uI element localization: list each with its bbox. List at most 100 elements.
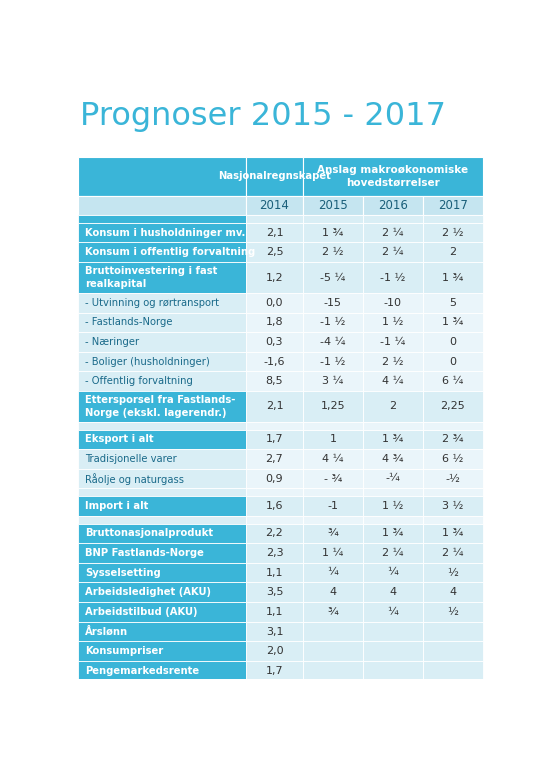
Bar xyxy=(303,430,363,449)
Bar xyxy=(363,563,423,582)
Bar xyxy=(246,223,303,243)
Text: -10: -10 xyxy=(384,298,402,307)
Text: 6 ¼: 6 ¼ xyxy=(443,376,464,386)
Bar xyxy=(423,430,483,449)
Text: 1 ¾: 1 ¾ xyxy=(322,227,344,237)
Text: 2,1: 2,1 xyxy=(266,227,283,237)
Text: -5 ¼: -5 ¼ xyxy=(320,272,346,282)
Bar xyxy=(423,523,483,543)
Bar xyxy=(78,661,246,681)
Text: 1,1: 1,1 xyxy=(266,607,283,617)
Text: Prognoser 2015 - 2017: Prognoser 2015 - 2017 xyxy=(80,101,446,132)
Bar xyxy=(423,215,483,223)
Text: 1,7: 1,7 xyxy=(266,434,283,444)
Bar xyxy=(423,293,483,313)
Bar xyxy=(363,516,423,523)
Bar xyxy=(78,496,246,516)
Bar xyxy=(423,622,483,642)
Text: 2: 2 xyxy=(389,401,397,411)
Bar xyxy=(303,661,363,681)
Text: Konsum i husholdninger mv.: Konsum i husholdninger mv. xyxy=(85,227,246,237)
Bar xyxy=(423,488,483,496)
Text: ¼: ¼ xyxy=(387,607,398,617)
Bar xyxy=(78,468,246,488)
Text: -1,6: -1,6 xyxy=(264,356,285,367)
Bar xyxy=(303,543,363,563)
Text: Eksport i alt: Eksport i alt xyxy=(85,434,154,444)
Bar xyxy=(423,449,483,468)
Text: ½: ½ xyxy=(447,568,458,578)
Bar xyxy=(423,243,483,262)
Bar xyxy=(303,332,363,352)
Text: 4 ¼: 4 ¼ xyxy=(382,376,404,386)
Text: Konsum i offentlig forvaltning: Konsum i offentlig forvaltning xyxy=(85,247,255,257)
Bar xyxy=(246,332,303,352)
Bar xyxy=(78,243,246,262)
Bar xyxy=(303,488,363,496)
Bar xyxy=(303,195,363,215)
Text: ¾: ¾ xyxy=(328,528,338,539)
Bar xyxy=(246,372,303,391)
Bar xyxy=(246,543,303,563)
Text: ¼: ¼ xyxy=(328,568,338,578)
Bar xyxy=(303,223,363,243)
Text: 2016: 2016 xyxy=(378,199,408,212)
Text: 1 ¾: 1 ¾ xyxy=(443,317,464,327)
Bar xyxy=(303,563,363,582)
Text: 2,25: 2,25 xyxy=(440,401,465,411)
Bar xyxy=(363,622,423,642)
Text: Bruttonasjonalprodukt: Bruttonasjonalprodukt xyxy=(85,528,213,539)
Bar xyxy=(363,313,423,332)
Bar xyxy=(78,262,246,293)
Bar xyxy=(246,468,303,488)
Text: -1 ½: -1 ½ xyxy=(320,317,346,327)
Bar xyxy=(363,523,423,543)
Bar xyxy=(423,516,483,523)
Text: 6 ½: 6 ½ xyxy=(443,454,464,464)
Text: 2 ½: 2 ½ xyxy=(442,227,464,237)
Text: Arbeidstilbud (AKU): Arbeidstilbud (AKU) xyxy=(85,607,198,617)
Text: 2 ¼: 2 ¼ xyxy=(382,227,404,237)
Bar xyxy=(303,582,363,602)
Bar xyxy=(303,622,363,642)
Text: -4 ¼: -4 ¼ xyxy=(320,337,346,347)
Text: 2 ¼: 2 ¼ xyxy=(442,548,464,558)
Text: 2 ½: 2 ½ xyxy=(382,356,404,367)
Bar xyxy=(78,516,246,523)
Bar xyxy=(363,243,423,262)
Text: 2: 2 xyxy=(450,247,457,257)
Bar xyxy=(78,332,246,352)
Bar xyxy=(246,496,303,516)
Text: -½: -½ xyxy=(446,474,461,484)
Bar xyxy=(78,313,246,332)
Bar xyxy=(423,262,483,293)
Text: 4 ¼: 4 ¼ xyxy=(322,454,344,464)
Text: 0: 0 xyxy=(450,337,457,347)
Bar xyxy=(78,582,246,602)
Bar xyxy=(363,293,423,313)
Bar xyxy=(303,352,363,372)
Text: Årslønn: Årslønn xyxy=(85,626,129,637)
Bar xyxy=(78,422,246,430)
Bar xyxy=(303,391,363,422)
Text: 1 ¾: 1 ¾ xyxy=(443,272,464,282)
Text: 1 ½: 1 ½ xyxy=(382,317,404,327)
Text: 3 ½: 3 ½ xyxy=(443,501,464,511)
Text: Pengemarkedsrente: Pengemarkedsrente xyxy=(85,666,200,676)
Text: 1,8: 1,8 xyxy=(266,317,283,327)
Bar xyxy=(303,215,363,223)
Bar xyxy=(246,352,303,372)
Bar xyxy=(78,642,246,661)
Bar xyxy=(363,262,423,293)
Bar xyxy=(246,422,303,430)
Text: Nasjonalregnskapet: Nasjonalregnskapet xyxy=(218,171,331,182)
Text: Tradisjonelle varer: Tradisjonelle varer xyxy=(85,454,177,464)
Text: 1 ½: 1 ½ xyxy=(382,501,404,511)
Bar xyxy=(303,516,363,523)
Bar xyxy=(423,582,483,602)
Text: - Utvinning og rørtransport: - Utvinning og rørtransport xyxy=(85,298,219,307)
Text: 2,2: 2,2 xyxy=(266,528,283,539)
Bar xyxy=(246,293,303,313)
Text: 1,7: 1,7 xyxy=(266,666,283,676)
Bar xyxy=(363,488,423,496)
